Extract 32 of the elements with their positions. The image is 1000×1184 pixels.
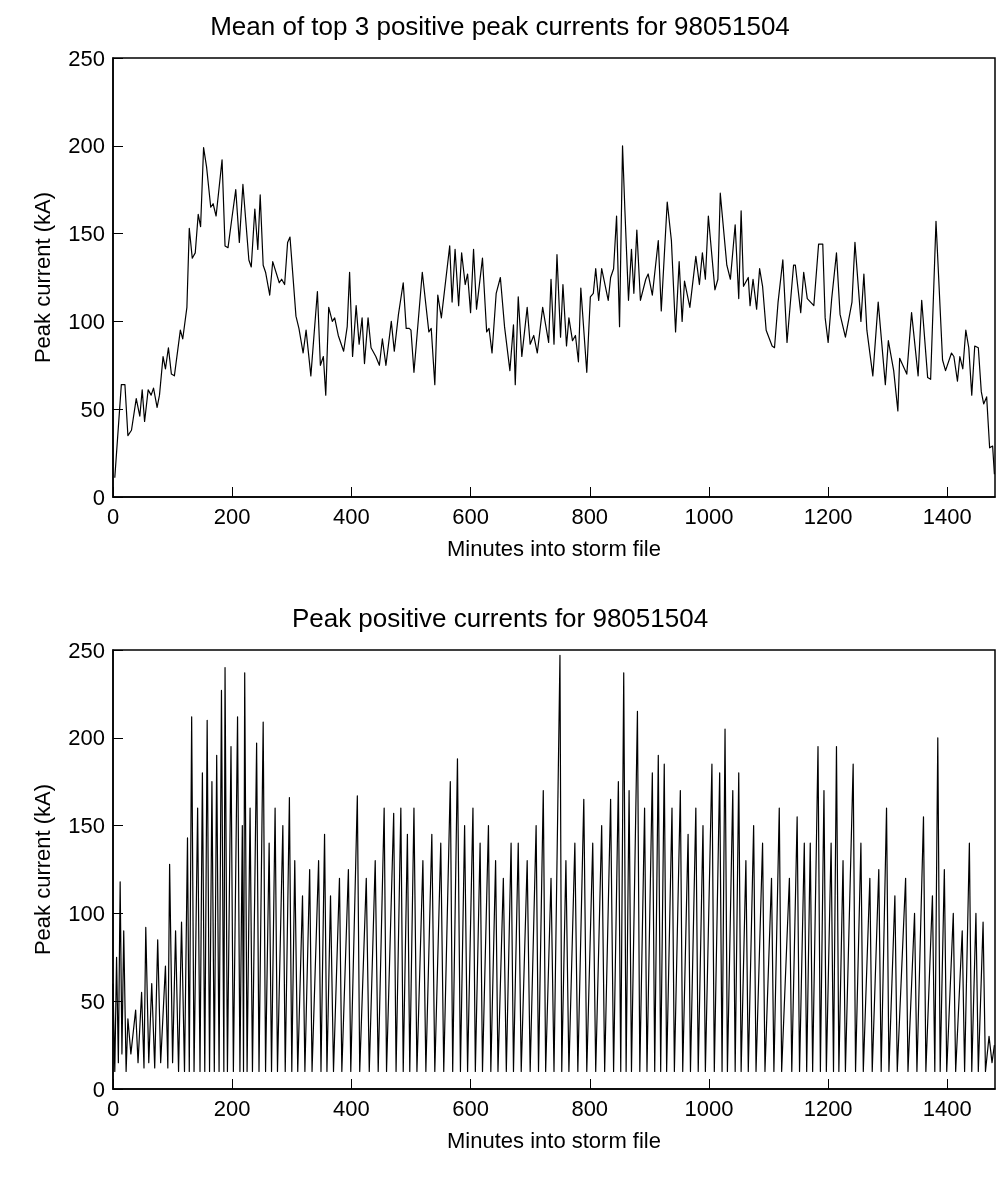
x-tick-label: 600: [452, 1095, 489, 1121]
y-tick-label: 50: [80, 988, 105, 1014]
x-tick-label: 1000: [684, 503, 734, 529]
x-tick-label: 400: [333, 1095, 370, 1121]
y-tick-label: 0: [92, 484, 105, 510]
x-tick-label: 600: [452, 503, 489, 529]
y-tick-label: 50: [80, 396, 105, 422]
y-tick-label: 100: [68, 900, 105, 926]
x-axis-title: Minutes into storm file: [447, 1127, 661, 1153]
chart-title: Mean of top 3 positive peak currents for 98051504: [210, 11, 790, 41]
x-tick-label: 800: [571, 503, 609, 529]
x-tick-label: 1400: [922, 503, 972, 529]
y-axis-title: Peak current (kA): [29, 783, 55, 956]
y-tick-label: 150: [68, 813, 105, 839]
y-tick-label: 100: [68, 308, 105, 334]
x-tick-label: 1000: [684, 1095, 734, 1121]
y-tick-label: 200: [68, 133, 105, 159]
chart-title: Peak positive currents for 98051504: [291, 603, 709, 633]
y-tick-label: 250: [68, 637, 105, 663]
x-tick-label: 400: [333, 503, 370, 529]
x-tick-label: 800: [571, 1095, 609, 1121]
y-tick-label: 200: [68, 725, 105, 751]
x-tick-label: 1400: [922, 1095, 972, 1121]
y-tick-label: 250: [68, 45, 105, 71]
y-tick-label: 0: [92, 1076, 105, 1102]
x-tick-label: 200: [213, 503, 251, 529]
x-tick-label: 1200: [803, 1095, 853, 1121]
x-axis-title: Minutes into storm file: [447, 535, 661, 561]
y-axis-title: Peak current (kA): [29, 191, 55, 364]
x-tick-label: 1200: [803, 503, 853, 529]
y-tick-label: 150: [68, 221, 105, 247]
x-tick-label: 200: [213, 1095, 251, 1121]
